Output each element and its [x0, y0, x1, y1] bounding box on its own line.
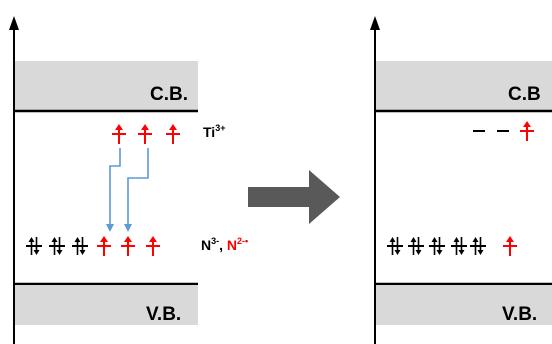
- ti3-spin-up-2: [137, 123, 153, 145]
- left-valence-band: [15, 285, 198, 325]
- left-energy-diagram: C.B. Ti3+ N3-, N2-• V.B: [9, 16, 248, 344]
- ti3-spin-up-3: [165, 123, 181, 145]
- n-spin-pair-2: [48, 236, 66, 256]
- right-energy-diagram: C.B V.B.: [370, 16, 552, 344]
- right-n-red-spin: [502, 235, 518, 257]
- n-level-label: N3-, N2-•: [201, 236, 248, 253]
- right-cb-label: C.B: [508, 84, 541, 105]
- left-cb-label: C.B.: [150, 84, 188, 105]
- right-ti-level: [472, 120, 535, 142]
- n-red-spin-2: [120, 235, 136, 257]
- n-spin-pair-1: [25, 236, 43, 256]
- right-n-pair-1: [386, 236, 404, 256]
- right-n-pair-2: [407, 236, 425, 256]
- right-conduction-band: [376, 61, 552, 111]
- n-red-spin-3: [145, 235, 161, 257]
- ti3-spin-up-1: [111, 123, 127, 145]
- left-energy-axis: [9, 16, 19, 344]
- right-n-level: [386, 235, 518, 257]
- n-spin-pair-3: [71, 236, 89, 256]
- right-ti-spin-up: [519, 120, 535, 142]
- right-n-pair-3: [428, 236, 446, 256]
- ti3-level-label: Ti3+: [203, 123, 225, 140]
- n-dopant-level: [25, 235, 161, 257]
- left-vb-label: V.B.: [146, 304, 181, 325]
- right-n-pair-5: [469, 236, 487, 256]
- right-n-pair-4: [450, 236, 468, 256]
- right-energy-axis: [370, 16, 380, 344]
- electron-transfer-arrows: [106, 148, 149, 232]
- right-valence-band: [376, 285, 552, 325]
- ti3-defect-level: [111, 123, 181, 145]
- right-vb-label: V.B.: [502, 304, 537, 325]
- n-red-spin-1: [96, 235, 112, 257]
- process-arrow: [248, 170, 340, 224]
- left-conduction-band: [15, 61, 198, 111]
